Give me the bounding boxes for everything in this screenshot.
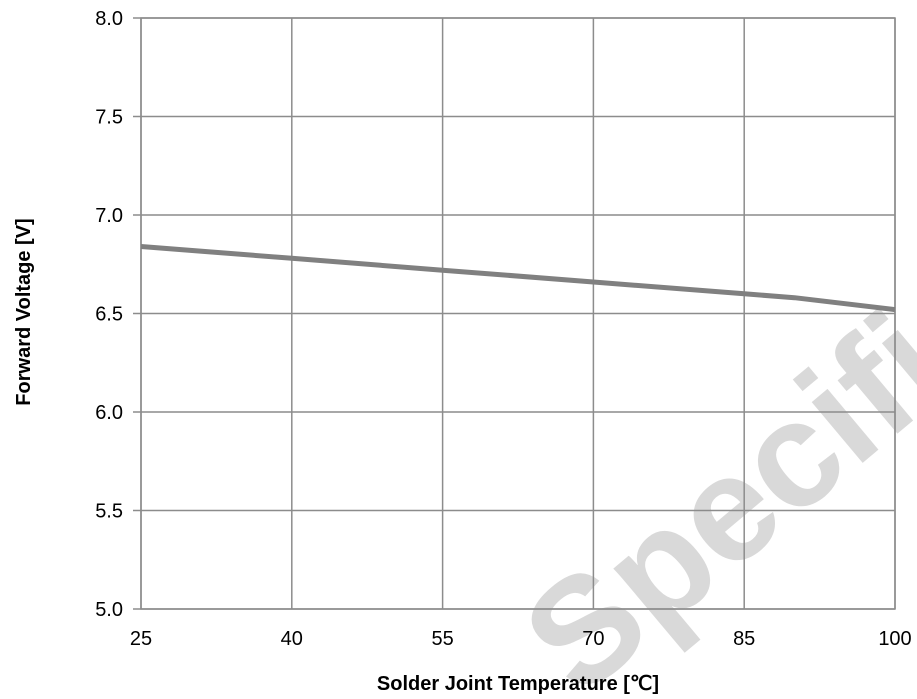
x-tick-label: 25	[130, 628, 152, 650]
series-line-1	[140, 244, 896, 313]
x-tick-label: 40	[281, 628, 303, 650]
x-tick-label: 70	[582, 628, 604, 650]
grid	[133, 17, 896, 610]
y-tick-label: 7.0	[95, 205, 123, 227]
y-tick-label: 5.5	[95, 501, 123, 523]
watermark-text: Specification	[493, 0, 917, 699]
y-tick-label: 8.0	[95, 8, 123, 30]
watermark: Specification	[493, 0, 917, 699]
tick-labels: 25 40 55 70 85 100 5.0 5.5 6.0 6.5 7.0 7.5 8.0	[95, 8, 912, 650]
y-tick-label: 6.0	[95, 402, 123, 424]
y-axis-label: Forward Voltage [V]	[13, 218, 35, 405]
x-tick-label: 85	[733, 628, 755, 650]
x-tick-label: 100	[878, 628, 911, 650]
plot-area-border	[140, 17, 896, 610]
series-layer	[140, 244, 896, 313]
x-axis-label: Solder Joint Temperature [℃]	[377, 673, 659, 695]
y-tick-label: 6.5	[95, 304, 123, 326]
x-tick-label: 55	[431, 628, 453, 650]
y-tick-label: 7.5	[95, 107, 123, 129]
y-tick-label: 5.0	[95, 599, 123, 621]
